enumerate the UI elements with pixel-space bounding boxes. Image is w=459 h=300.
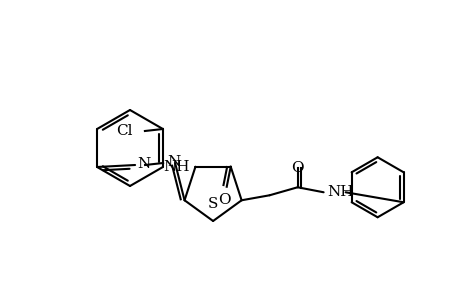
Text: N: N [137, 157, 150, 171]
Text: S: S [207, 197, 218, 211]
Text: N: N [167, 155, 180, 169]
Text: O: O [218, 193, 230, 207]
Text: NH: NH [327, 185, 353, 199]
Text: Cl: Cl [116, 124, 133, 138]
Text: NH: NH [162, 160, 189, 174]
Text: O: O [291, 161, 303, 175]
